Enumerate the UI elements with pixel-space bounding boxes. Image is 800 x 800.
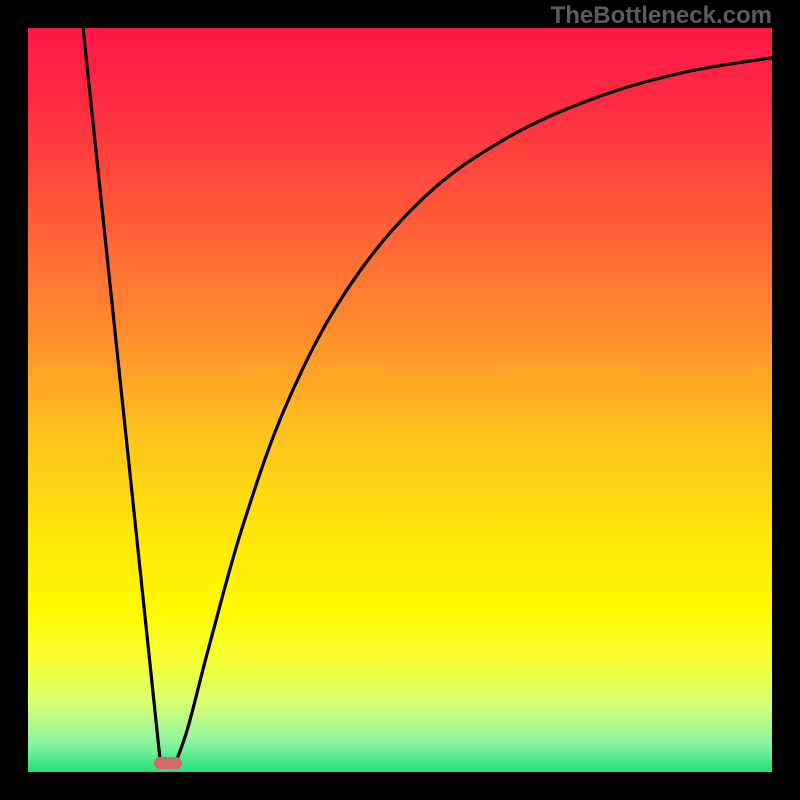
watermark-label: TheBottleneck.com xyxy=(551,2,772,30)
plot-area xyxy=(28,28,772,772)
heat-gradient-background xyxy=(28,28,772,772)
optimum-marker xyxy=(154,757,182,769)
